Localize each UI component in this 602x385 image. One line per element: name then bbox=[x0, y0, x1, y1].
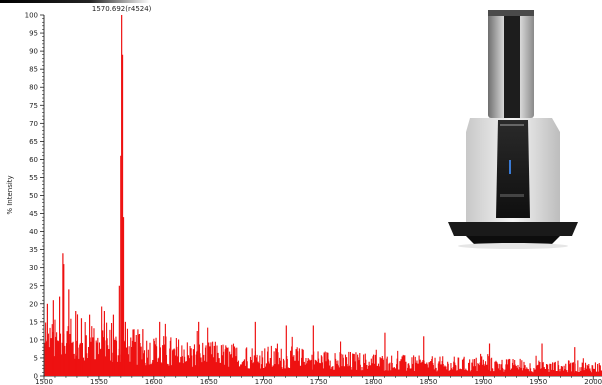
y-tick-label: 45 bbox=[29, 210, 38, 218]
x-tick-label: 2000 bbox=[584, 378, 602, 385]
y-tick-label: 30 bbox=[29, 264, 38, 272]
peak-series bbox=[46, 15, 576, 376]
x-tick-label: 1700 bbox=[255, 378, 273, 385]
y-tick-label: 20 bbox=[29, 300, 38, 308]
y-tick-label: 40 bbox=[29, 228, 38, 236]
y-tick-label: 85 bbox=[29, 66, 38, 74]
x-ticks: 1500 1550 1600 1650 1700 1750 1800 1850 1900 1950… bbox=[35, 376, 602, 385]
y-tick-label: 15 bbox=[29, 318, 38, 326]
y-tick-label: 0 bbox=[34, 373, 38, 381]
x-tick-label: 1900 bbox=[474, 378, 492, 385]
x-tick-label: 1800 bbox=[365, 378, 383, 385]
x-tick-label: 1500 bbox=[35, 378, 53, 385]
x-tick-label: 1550 bbox=[90, 378, 108, 385]
y-tick-label: 5 bbox=[34, 354, 38, 362]
y-tick-label: 25 bbox=[29, 282, 38, 290]
y-axis-title: % Intensity bbox=[6, 175, 14, 214]
y-tick-label: 50 bbox=[29, 192, 38, 200]
y-tick-label: 10 bbox=[29, 336, 38, 344]
y-tick-label: 80 bbox=[29, 84, 38, 92]
y-tick-label: 55 bbox=[29, 174, 38, 182]
y-tick-label: 90 bbox=[29, 48, 38, 56]
y-tick-label: 35 bbox=[29, 246, 38, 254]
baseline-noise-path bbox=[44, 306, 602, 376]
baseline-noise-series bbox=[44, 306, 602, 376]
y-tick-label: 95 bbox=[29, 30, 38, 38]
y-tick-label: 65 bbox=[29, 138, 38, 146]
y-tick-label: 100 bbox=[25, 12, 38, 20]
mass-spectrometer-instrument-icon bbox=[448, 10, 578, 249]
y-ticks: 0 5 10 15 20 25 30 35 40 45 50 55 60 65 70 75 80 85 90 95 10… bbox=[25, 12, 44, 381]
base-peak-label: 1570.692(r4524) bbox=[92, 5, 152, 13]
x-tick-label: 1850 bbox=[420, 378, 438, 385]
y-tick-label: 70 bbox=[29, 120, 38, 128]
x-tick-label: 1650 bbox=[200, 378, 218, 385]
x-tick-label: 1950 bbox=[529, 378, 547, 385]
x-tick-label: 1600 bbox=[145, 378, 163, 385]
top-header-bar bbox=[0, 0, 150, 3]
y-tick-label: 75 bbox=[29, 102, 38, 110]
x-tick-label: 1750 bbox=[310, 378, 328, 385]
y-tick-label: 60 bbox=[29, 156, 38, 164]
